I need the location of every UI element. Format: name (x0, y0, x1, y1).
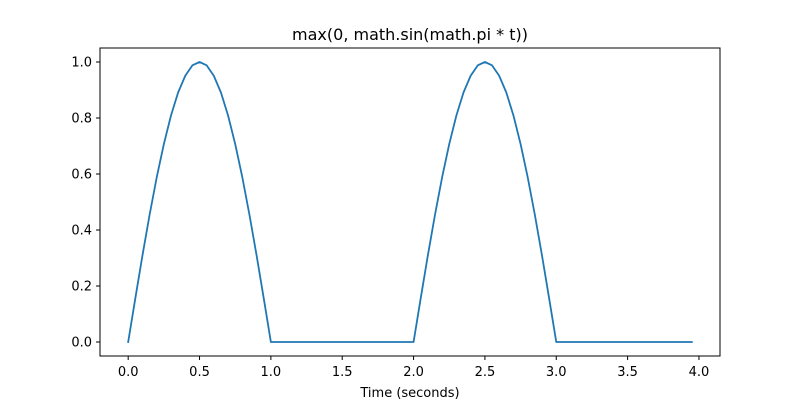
y-tick-label: 0.2 (71, 280, 92, 295)
series-layer (127, 61, 693, 344)
x-tick-label: 4.0 (689, 365, 710, 380)
x-tick-label: 0.5 (189, 365, 210, 380)
x-axis-title: Time (seconds) (359, 386, 459, 400)
plot-area: 0.0 0.5 1.0 1.5 2.0 2.5 3.0 3.5 4.0 0.0 0.2 0.4 0.6… (71, 47, 721, 380)
y-tick-label: 1.0 (71, 56, 92, 71)
x-axis: 0.0 0.5 1.0 1.5 2.0 2.5 3.0 3.5 4.0 (118, 356, 709, 380)
axes-frame (99, 47, 721, 357)
x-tick-label: 2.0 (403, 365, 424, 380)
chart-title: max(0, math.sin(math.pi * t)) (292, 25, 528, 44)
y-tick-label: 0.4 (71, 224, 92, 239)
x-tick-label: 3.0 (546, 365, 567, 380)
y-axis: 0.0 0.2 0.4 0.6 0.8 1.0 (71, 56, 100, 351)
y-tick-label: 0.6 (71, 168, 92, 183)
x-tick-label: 2.5 (475, 365, 496, 380)
x-tick-label: 1.5 (332, 365, 353, 380)
y-tick-label: 0.8 (71, 112, 92, 127)
x-tick-label: 1.0 (261, 365, 282, 380)
y-tick-label: 0.0 (71, 336, 92, 351)
x-tick-label: 0.0 (118, 365, 139, 380)
x-tick-label: 3.5 (617, 365, 638, 380)
series-line (127, 61, 693, 344)
